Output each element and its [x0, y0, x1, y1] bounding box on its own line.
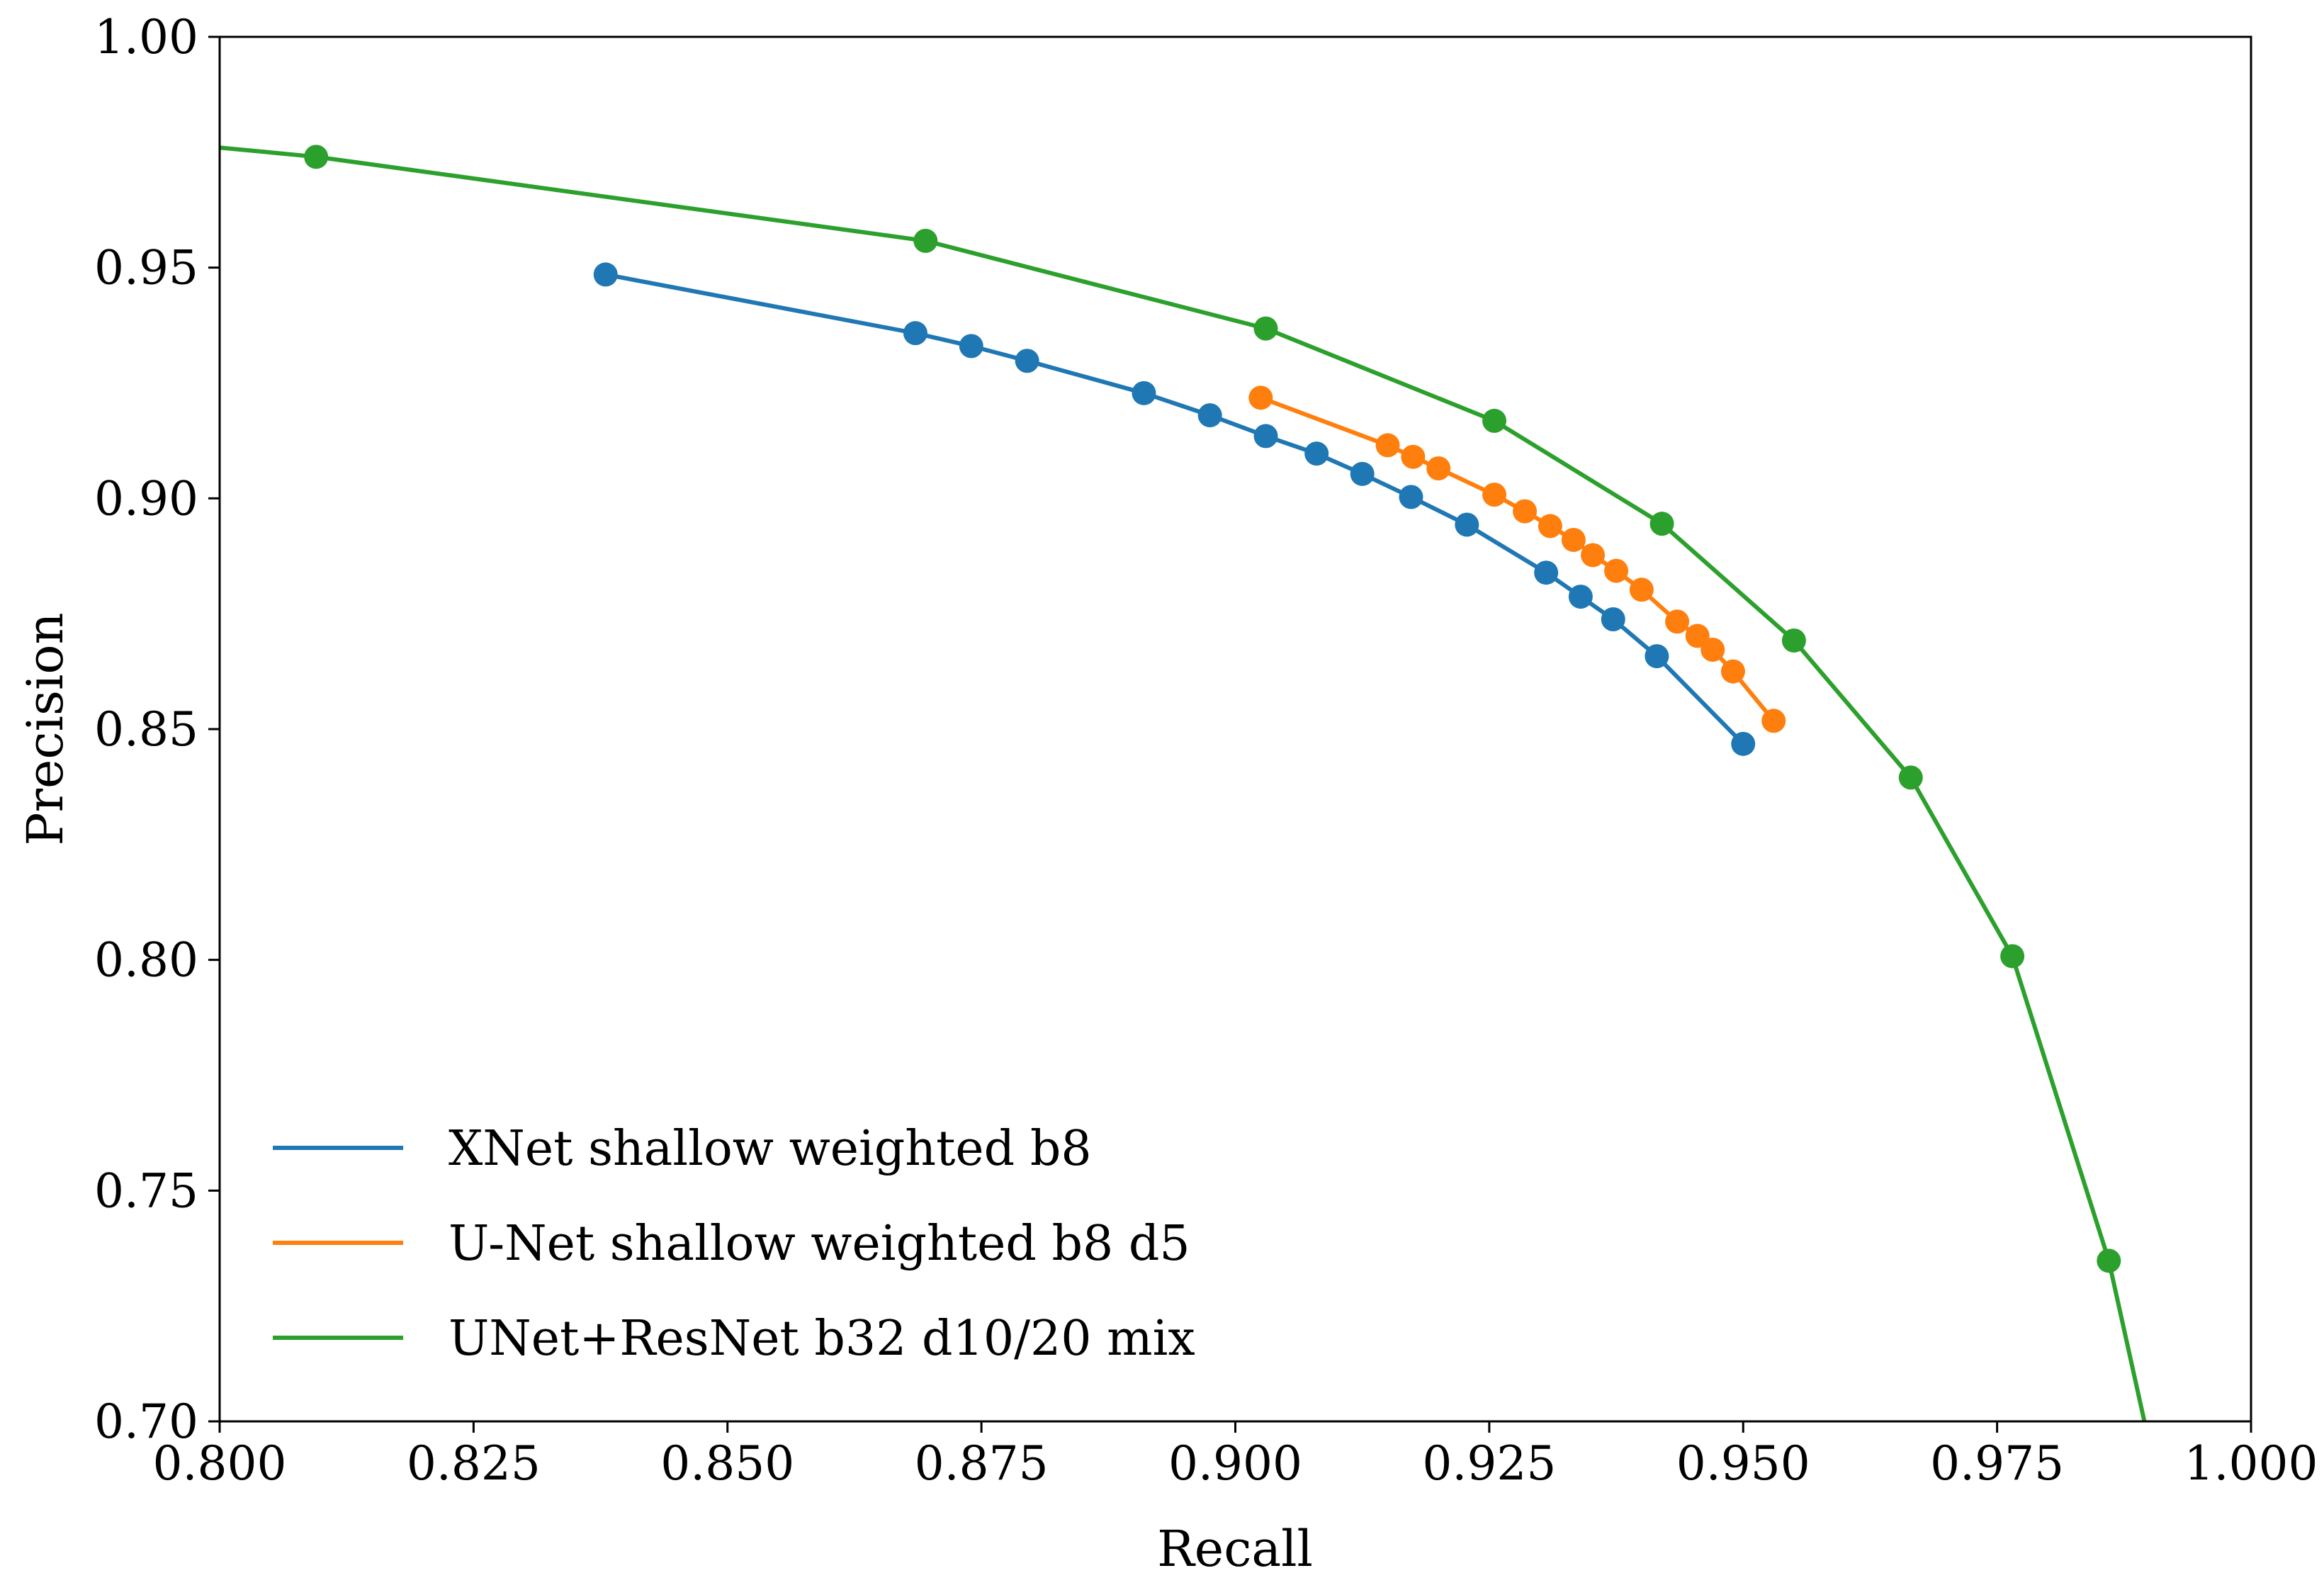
series-1-point — [1455, 512, 1479, 537]
series-3-point — [1649, 512, 1674, 536]
series-3-point — [1781, 628, 1806, 653]
series-1-point — [1645, 644, 1669, 669]
legend: XNet shallow weighted b8 U-Net shallow we… — [273, 1121, 1195, 1367]
x-tick-label: 0.800 — [153, 1436, 287, 1491]
series-2-point — [1629, 577, 1654, 602]
series-2-point — [1375, 433, 1400, 458]
legend-label-2: U-Net shallow weighted b8 d5 — [449, 1216, 1190, 1272]
series-layer — [220, 145, 2147, 1421]
series-2-point — [1561, 527, 1586, 552]
series-3-point — [913, 228, 938, 253]
series-2-point — [1401, 444, 1426, 469]
series-1-point — [1253, 424, 1278, 449]
series-1-point — [593, 262, 618, 287]
series-1-point — [959, 334, 983, 359]
y-tick-label: 0.95 — [94, 241, 198, 295]
series-1-point — [1350, 461, 1375, 486]
y-tick-label: 0.80 — [94, 933, 198, 988]
series-1-point — [903, 321, 927, 346]
x-tick-label: 0.950 — [1676, 1436, 1810, 1491]
x-tick-label: 0.975 — [1930, 1436, 2064, 1491]
y-tick-label: 0.75 — [94, 1163, 198, 1218]
series-2-point — [1604, 558, 1629, 583]
series-2-point — [1513, 499, 1538, 524]
series-2-point — [1665, 609, 1690, 634]
series-2-point — [1426, 456, 1451, 480]
y-tick-label: 1.00 — [94, 10, 198, 64]
legend-label-3: UNet+ResNet b32 d10/20 mix — [449, 1311, 1195, 1367]
series-3-point — [2097, 1248, 2121, 1273]
y-tick-label: 0.70 — [94, 1394, 198, 1449]
series-2-point — [1720, 659, 1745, 684]
x-axis-label: Recall — [1157, 1520, 1313, 1578]
legend-label-1: XNet shallow weighted b8 — [449, 1121, 1092, 1177]
series-3-point — [1482, 408, 1507, 433]
series-3-point — [2000, 944, 2025, 969]
x-tick-label: 0.875 — [915, 1436, 1049, 1491]
series-3-point — [1898, 765, 1923, 790]
x-tick-label: 0.850 — [660, 1436, 794, 1491]
x-tick-label: 0.900 — [1168, 1436, 1302, 1491]
series-2-point — [1761, 709, 1786, 733]
series-1-point — [1132, 380, 1156, 405]
series-1-point — [1399, 485, 1423, 509]
series-1-point — [1731, 731, 1756, 756]
x-tick-label: 1.000 — [2184, 1436, 2318, 1491]
series-2-point — [1581, 543, 1606, 568]
x-tick-label: 0.825 — [407, 1436, 541, 1491]
series-3-point — [1253, 316, 1278, 341]
series-1-point — [1601, 607, 1625, 631]
series-1-point — [1015, 349, 1039, 373]
x-axis-ticks: 0.800 0.825 0.850 0.875 0.900 0.925 0.950 0.975… — [153, 1421, 2318, 1491]
x-tick-label: 0.925 — [1422, 1436, 1556, 1491]
y-tick-label: 0.85 — [94, 702, 198, 757]
series-1-point — [1534, 560, 1559, 585]
series-1-point — [1568, 585, 1593, 609]
series-1-point — [1197, 403, 1222, 428]
series-2-point — [1538, 514, 1562, 539]
series-2-point — [1700, 637, 1725, 662]
y-tick-label: 0.90 — [94, 471, 198, 526]
y-axis-ticks: 0.70 0.75 0.80 0.85 0.90 0.95 1.00 — [94, 10, 220, 1449]
series-3-point — [304, 145, 329, 169]
series-2-point — [1685, 624, 1710, 648]
series-2-point — [1248, 385, 1273, 410]
series-1-point — [1304, 441, 1329, 466]
series-line-1 — [605, 272, 1745, 745]
series-2-point — [1482, 483, 1507, 507]
y-axis-label: Precision — [16, 612, 74, 845]
